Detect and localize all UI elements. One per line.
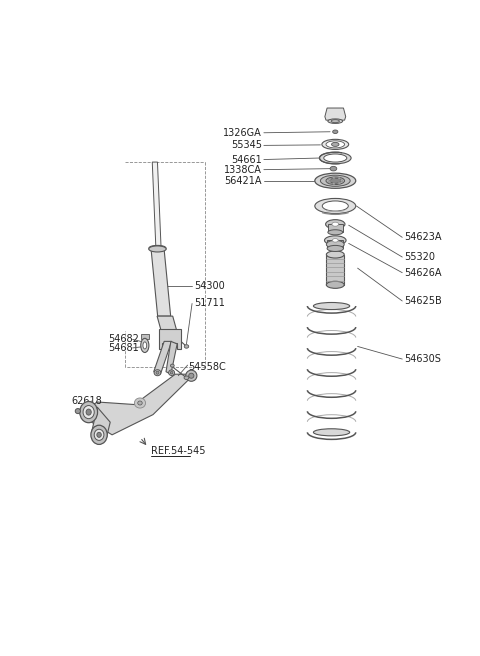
Ellipse shape [154, 370, 161, 376]
Ellipse shape [324, 236, 346, 245]
Ellipse shape [326, 251, 344, 258]
Ellipse shape [186, 370, 197, 381]
Ellipse shape [330, 167, 337, 171]
Ellipse shape [322, 201, 348, 211]
Bar [327, 240, 344, 249]
Text: 54682: 54682 [108, 335, 139, 344]
Ellipse shape [97, 432, 101, 438]
Ellipse shape [86, 409, 91, 415]
Ellipse shape [322, 139, 348, 150]
Ellipse shape [315, 198, 356, 214]
Ellipse shape [326, 281, 344, 289]
Ellipse shape [328, 181, 331, 183]
Text: 1338CA: 1338CA [224, 165, 262, 174]
Ellipse shape [331, 119, 339, 123]
Text: 54681: 54681 [108, 343, 139, 353]
Ellipse shape [75, 409, 81, 414]
Ellipse shape [184, 344, 189, 348]
Ellipse shape [141, 338, 149, 352]
Ellipse shape [340, 180, 343, 182]
Text: 54626A: 54626A [404, 268, 442, 277]
Ellipse shape [330, 178, 341, 183]
Ellipse shape [156, 371, 159, 374]
Polygon shape [92, 407, 110, 438]
Ellipse shape [80, 401, 97, 422]
Ellipse shape [328, 178, 331, 180]
Polygon shape [157, 316, 178, 337]
Text: REF.54-545: REF.54-545 [151, 447, 205, 457]
Polygon shape [158, 329, 181, 349]
Polygon shape [151, 248, 171, 316]
Ellipse shape [170, 364, 174, 367]
Ellipse shape [313, 302, 350, 310]
Ellipse shape [184, 376, 189, 380]
Bar [328, 224, 343, 232]
Text: 62618: 62618 [71, 396, 102, 406]
Ellipse shape [168, 370, 175, 375]
Ellipse shape [143, 342, 147, 349]
Bar [141, 335, 148, 339]
Text: 55320: 55320 [404, 252, 435, 262]
Ellipse shape [332, 222, 338, 226]
Polygon shape [152, 162, 161, 251]
Ellipse shape [327, 245, 344, 251]
Text: 51711: 51711 [194, 298, 225, 308]
Ellipse shape [326, 177, 345, 184]
Ellipse shape [326, 141, 345, 148]
Polygon shape [154, 341, 172, 374]
Ellipse shape [149, 246, 166, 252]
Ellipse shape [313, 429, 350, 436]
Ellipse shape [333, 130, 338, 134]
Ellipse shape [333, 176, 335, 179]
Text: 56421A: 56421A [225, 176, 262, 186]
Ellipse shape [338, 177, 340, 179]
Ellipse shape [332, 239, 338, 242]
Ellipse shape [83, 405, 94, 419]
Text: 54558C: 54558C [188, 361, 226, 372]
Text: 54661: 54661 [231, 155, 262, 165]
Bar [326, 255, 344, 285]
Ellipse shape [321, 175, 350, 186]
Ellipse shape [315, 173, 356, 188]
Ellipse shape [134, 398, 145, 408]
Ellipse shape [138, 401, 142, 405]
Text: 54625B: 54625B [404, 296, 442, 306]
Ellipse shape [332, 142, 339, 146]
Ellipse shape [325, 220, 345, 229]
Text: 54300: 54300 [194, 281, 225, 291]
Polygon shape [86, 374, 194, 435]
Ellipse shape [326, 240, 344, 249]
Ellipse shape [338, 182, 340, 184]
Ellipse shape [320, 152, 351, 164]
Ellipse shape [94, 429, 104, 440]
Text: 55345: 55345 [231, 140, 262, 150]
Polygon shape [166, 341, 177, 374]
Ellipse shape [149, 245, 166, 251]
Ellipse shape [324, 154, 347, 162]
Ellipse shape [170, 371, 173, 374]
Ellipse shape [328, 230, 343, 235]
Text: 1326GA: 1326GA [223, 128, 262, 138]
Polygon shape [325, 108, 346, 120]
Ellipse shape [91, 425, 107, 444]
Text: 54630S: 54630S [404, 354, 441, 364]
Ellipse shape [333, 183, 335, 185]
Ellipse shape [328, 119, 343, 123]
Ellipse shape [189, 373, 194, 379]
Text: 54623A: 54623A [404, 232, 442, 242]
